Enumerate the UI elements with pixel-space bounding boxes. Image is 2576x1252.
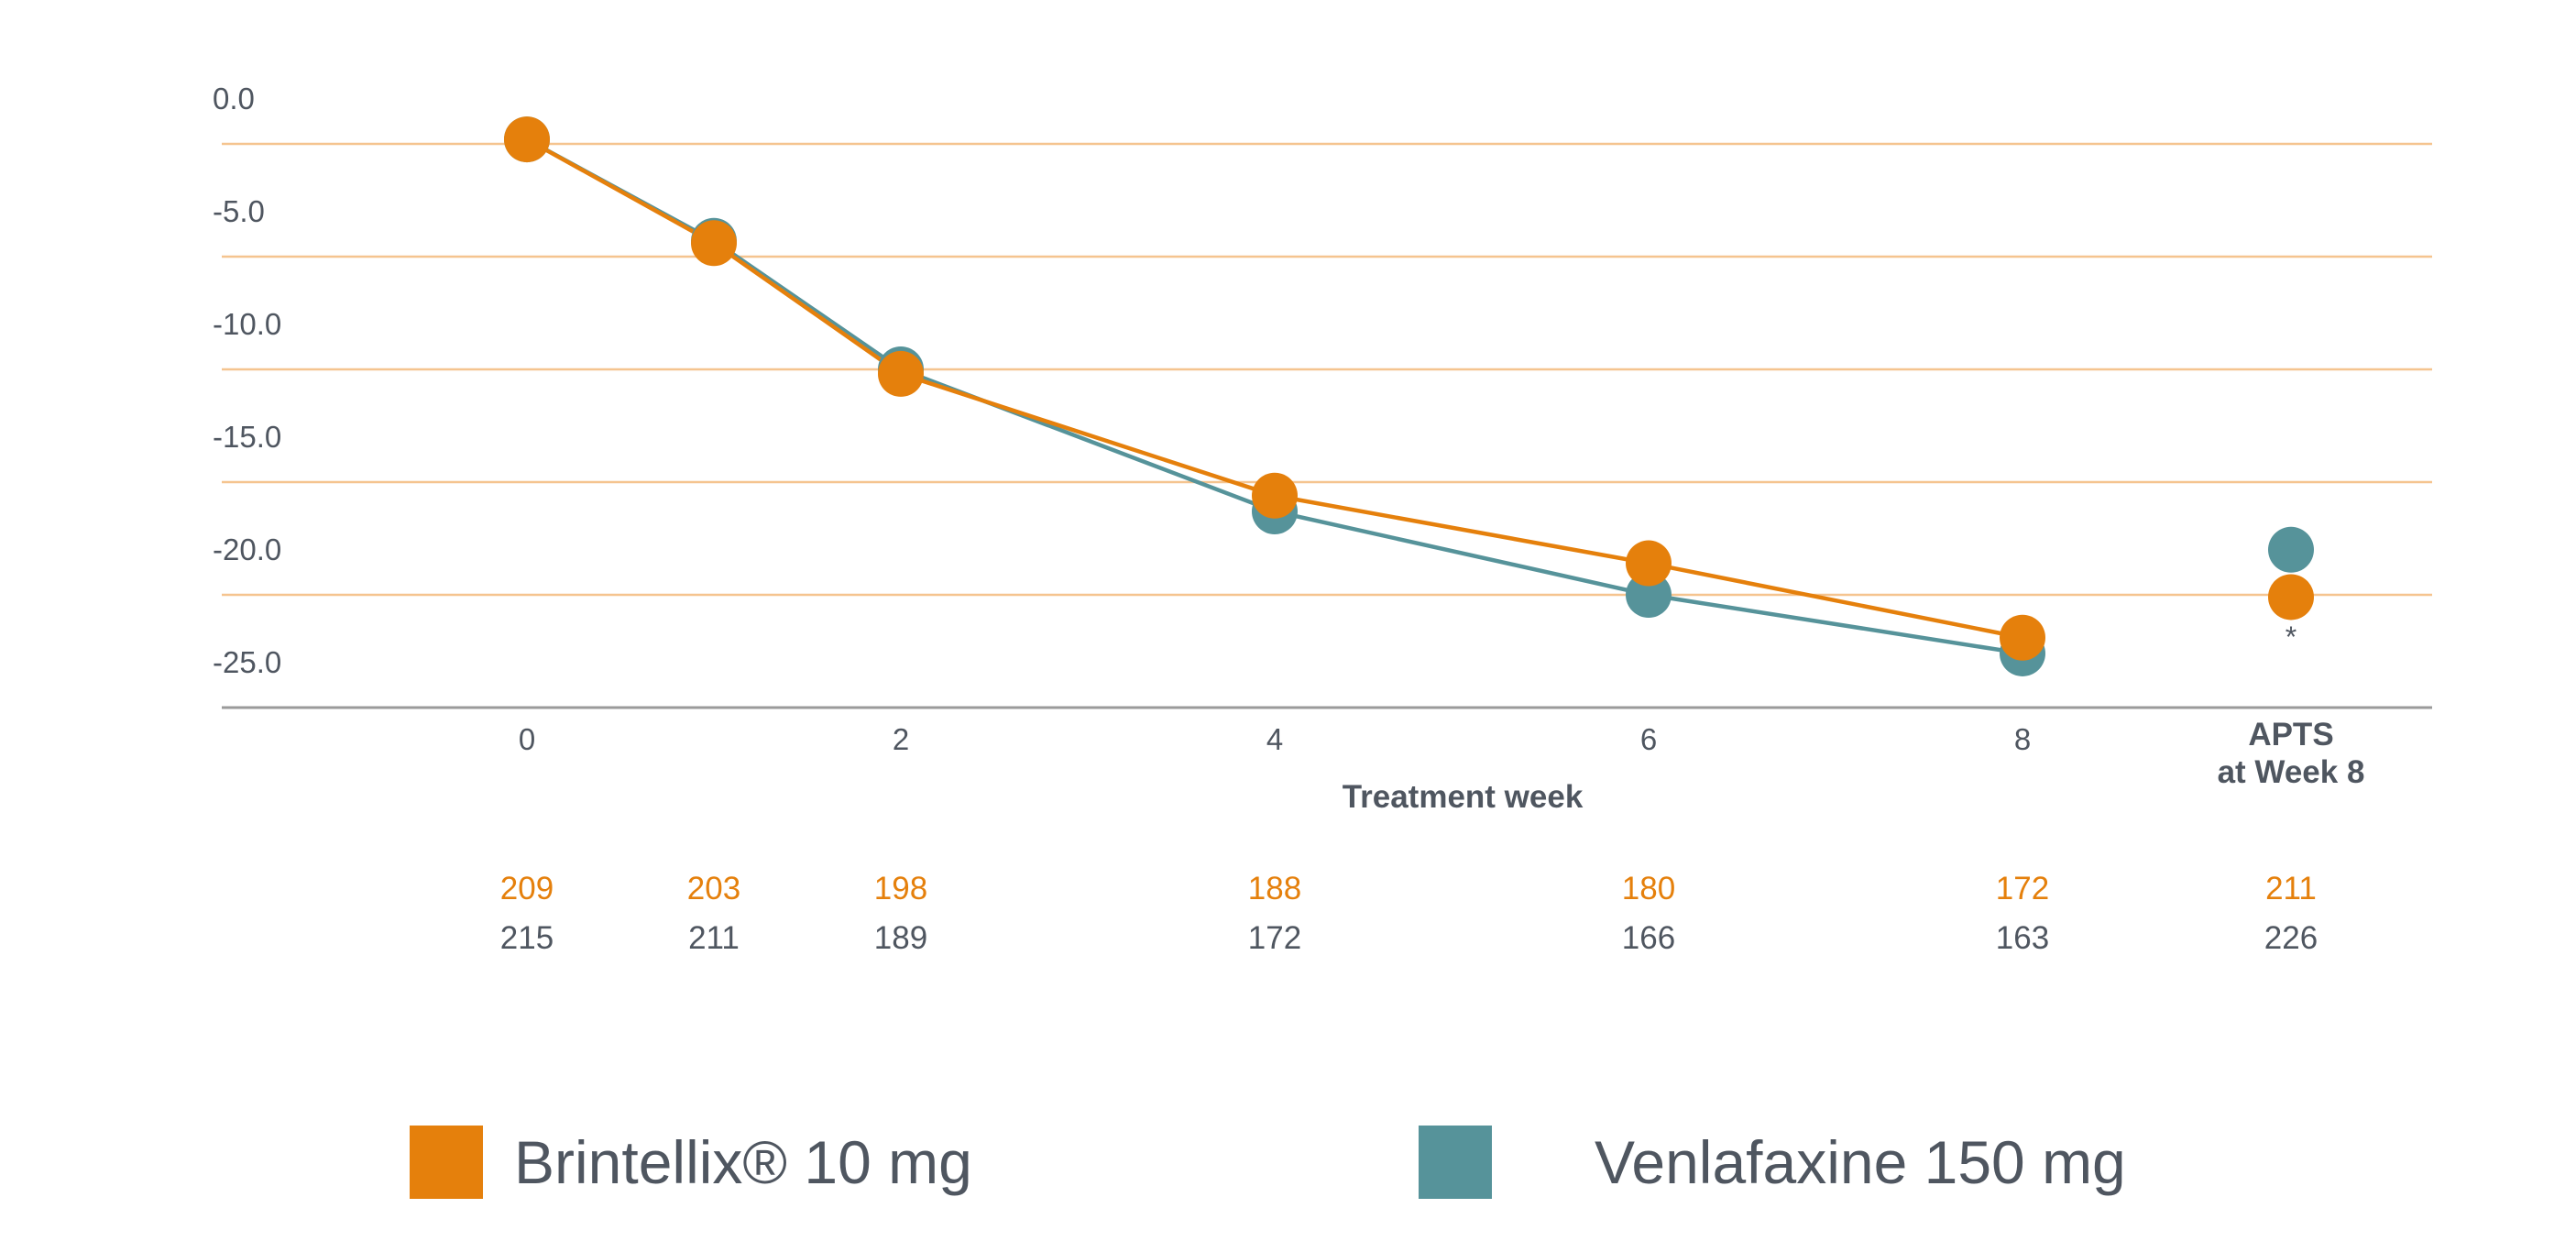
- data-point: [691, 220, 737, 267]
- count-brintellix: 211: [2265, 871, 2317, 906]
- count-venlafaxine: 226: [2264, 920, 2318, 956]
- series-group: [504, 116, 2045, 676]
- y-tick-label: -5.0: [213, 194, 265, 228]
- y-tick-label: -10.0: [213, 307, 281, 341]
- count-venlafaxine: 215: [500, 920, 554, 956]
- series-line: [525, 137, 2023, 640]
- count-venlafaxine: 163: [1996, 920, 2049, 956]
- brintellix-swatch: [410, 1126, 483, 1199]
- data-point: [2000, 614, 2045, 661]
- significance-marker: *: [2286, 621, 2296, 653]
- legend-item-venlafaxine: Venlafaxine 150 mg: [1419, 1126, 2126, 1199]
- y-tick-label: -25.0: [213, 645, 281, 679]
- x-tick-label: 6: [1640, 722, 1657, 756]
- data-point: [504, 116, 550, 163]
- x-axis-label: Treatment week: [1343, 779, 1584, 815]
- y-tick-label: -20.0: [213, 533, 281, 566]
- apts-point: [2268, 574, 2314, 621]
- count-venlafaxine: 211: [688, 920, 740, 956]
- count-venlafaxine: 166: [1622, 920, 1675, 956]
- data-point: [1252, 472, 1298, 519]
- brintellix-legend-label: Brintellix® 10 mg: [514, 1128, 972, 1196]
- legend-item-brintellix: Brintellix® 10 mg: [410, 1126, 972, 1199]
- apts-points: [2268, 526, 2314, 621]
- y-axis-ticks: 0.0 -5.0 -10.0 -15.0 -20.0 -25.0: [213, 82, 281, 679]
- count-brintellix: 209: [500, 871, 554, 906]
- x-tick-label: 8: [2014, 722, 2031, 756]
- data-point: [878, 350, 924, 397]
- x-axis-ticks: 0 2 4 6 8: [519, 722, 2031, 756]
- x-tick-label: 4: [1266, 722, 1283, 756]
- y-tick-label: -15.0: [213, 420, 281, 454]
- patient-counts: 209 215 203 211 198 189 188 172 180 166 172 163 211 2…: [500, 871, 2318, 956]
- apts-label-line2: at Week 8: [2218, 754, 2365, 790]
- count-venlafaxine: 172: [1248, 920, 1301, 956]
- count-venlafaxine: 189: [874, 920, 927, 956]
- x-tick-label: 0: [519, 722, 535, 756]
- count-brintellix: 188: [1248, 871, 1301, 906]
- data-point: [1626, 572, 1672, 618]
- apts-label-line1: APTS: [2248, 717, 2333, 752]
- venlafaxine-legend-label: Venlafaxine 150 mg: [1595, 1128, 2126, 1196]
- count-brintellix: 172: [1996, 871, 2049, 906]
- apts-point: [2268, 526, 2314, 573]
- x-tick-label: 2: [893, 722, 909, 756]
- y-tick-label: 0.0: [213, 82, 255, 115]
- count-brintellix: 203: [687, 871, 740, 906]
- line-chart: 0.0 -5.0 -10.0 -15.0 -20.0 -25.0 0 2 4 6 8 Treatm…: [213, 82, 2432, 956]
- count-brintellix: 180: [1622, 871, 1675, 906]
- data-point: [1626, 540, 1672, 587]
- venlafaxine-swatch: [1419, 1126, 1492, 1199]
- count-brintellix: 198: [874, 871, 927, 906]
- gridlines: [222, 142, 2432, 709]
- series-line: [525, 137, 2023, 656]
